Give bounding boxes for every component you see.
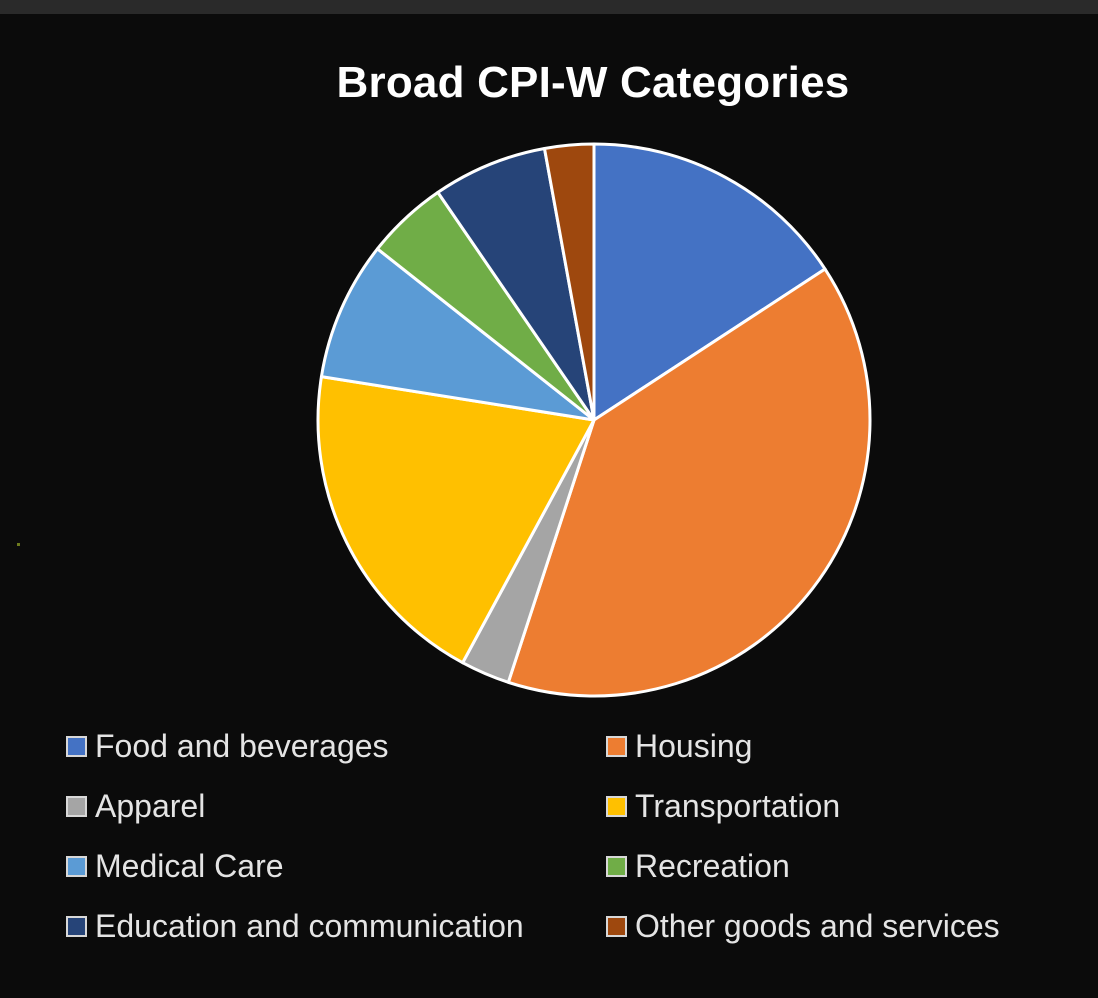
pie-slice-transportation <box>316 375 596 665</box>
legend-item: Education and communication <box>66 902 606 950</box>
legend-item: Recreation <box>606 842 1066 890</box>
legend-label: Other goods and services <box>635 907 1000 944</box>
legend-item: Apparel <box>66 782 606 830</box>
legend-swatch <box>66 855 87 877</box>
pie-slice-education-and-communication <box>436 146 596 422</box>
legend-item: Food and beverages <box>66 722 606 770</box>
legend-swatch <box>606 855 627 877</box>
legend-item: Housing <box>606 722 1066 770</box>
chart-legend: Food and beverages Housing Apparel Transpor… <box>66 722 1066 962</box>
legend-label: Apparel <box>95 787 206 824</box>
pie-slice-medical-care <box>319 247 596 422</box>
legend-swatch <box>66 795 87 817</box>
window-top-bar <box>0 0 1098 14</box>
legend-item: Transportation <box>606 782 1066 830</box>
chart-title: Broad CPI-W Categories <box>336 58 850 107</box>
pie-slice-other-goods-and-services <box>542 142 596 422</box>
legend-swatch <box>606 915 627 937</box>
legend-swatch <box>606 735 627 757</box>
legend-swatch <box>66 915 87 937</box>
legend-label: Medical Care <box>95 847 284 884</box>
legend-item: Other goods and services <box>606 902 1066 950</box>
legend-swatch <box>66 735 87 757</box>
stray-dot <box>17 543 20 546</box>
legend-swatch <box>606 795 627 817</box>
legend-label: Education and communication <box>95 907 524 944</box>
legend-label: Recreation <box>635 847 790 884</box>
legend-label: Transportation <box>635 787 841 824</box>
pie-slice-food-and-beverages <box>592 142 827 422</box>
legend-item: Medical Care <box>66 842 606 890</box>
pie-slice-housing <box>506 267 872 698</box>
legend-label: Housing <box>635 727 753 764</box>
legend-label: Food and beverages <box>95 727 389 764</box>
